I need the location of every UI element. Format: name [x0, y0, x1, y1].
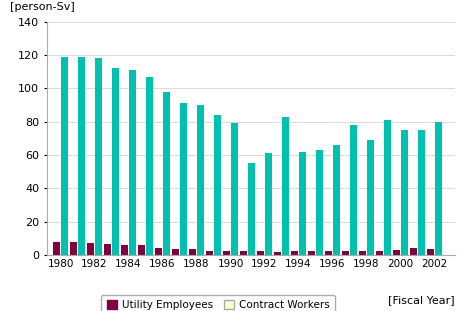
- Bar: [172, 249, 179, 255]
- Bar: [214, 115, 221, 255]
- Bar: [316, 150, 323, 255]
- Bar: [282, 117, 289, 255]
- Bar: [138, 245, 145, 255]
- Bar: [350, 125, 357, 255]
- Legend: Utility Employees, Contract Workers: Utility Employees, Contract Workers: [101, 295, 335, 311]
- Bar: [240, 251, 247, 255]
- Bar: [418, 130, 425, 255]
- Text: [Fiscal Year]: [Fiscal Year]: [388, 295, 455, 305]
- Bar: [163, 92, 170, 255]
- Bar: [325, 251, 332, 255]
- Bar: [265, 153, 272, 255]
- Bar: [257, 251, 264, 255]
- Bar: [359, 251, 366, 255]
- Text: [person-Sv]: [person-Sv]: [10, 2, 75, 12]
- Bar: [53, 242, 60, 255]
- Bar: [342, 251, 349, 255]
- Bar: [87, 243, 94, 255]
- Bar: [78, 57, 85, 255]
- Bar: [197, 105, 204, 255]
- Bar: [146, 77, 153, 255]
- Bar: [223, 251, 230, 255]
- Bar: [308, 251, 315, 255]
- Bar: [376, 251, 383, 255]
- Bar: [384, 120, 391, 255]
- Bar: [410, 248, 417, 255]
- Bar: [112, 68, 119, 255]
- Bar: [367, 140, 374, 255]
- Bar: [427, 249, 434, 255]
- Bar: [248, 163, 255, 255]
- Bar: [393, 250, 400, 255]
- Bar: [189, 249, 196, 255]
- Bar: [206, 251, 213, 255]
- Bar: [299, 152, 306, 255]
- Bar: [231, 123, 238, 255]
- Bar: [291, 251, 298, 255]
- Bar: [180, 103, 187, 255]
- Bar: [435, 122, 442, 255]
- Bar: [155, 248, 162, 255]
- Bar: [129, 70, 136, 255]
- Bar: [95, 58, 102, 255]
- Bar: [401, 130, 408, 255]
- Bar: [274, 252, 281, 255]
- Bar: [61, 57, 68, 255]
- Bar: [70, 242, 77, 255]
- Bar: [104, 244, 111, 255]
- Bar: [121, 245, 128, 255]
- Bar: [333, 145, 340, 255]
